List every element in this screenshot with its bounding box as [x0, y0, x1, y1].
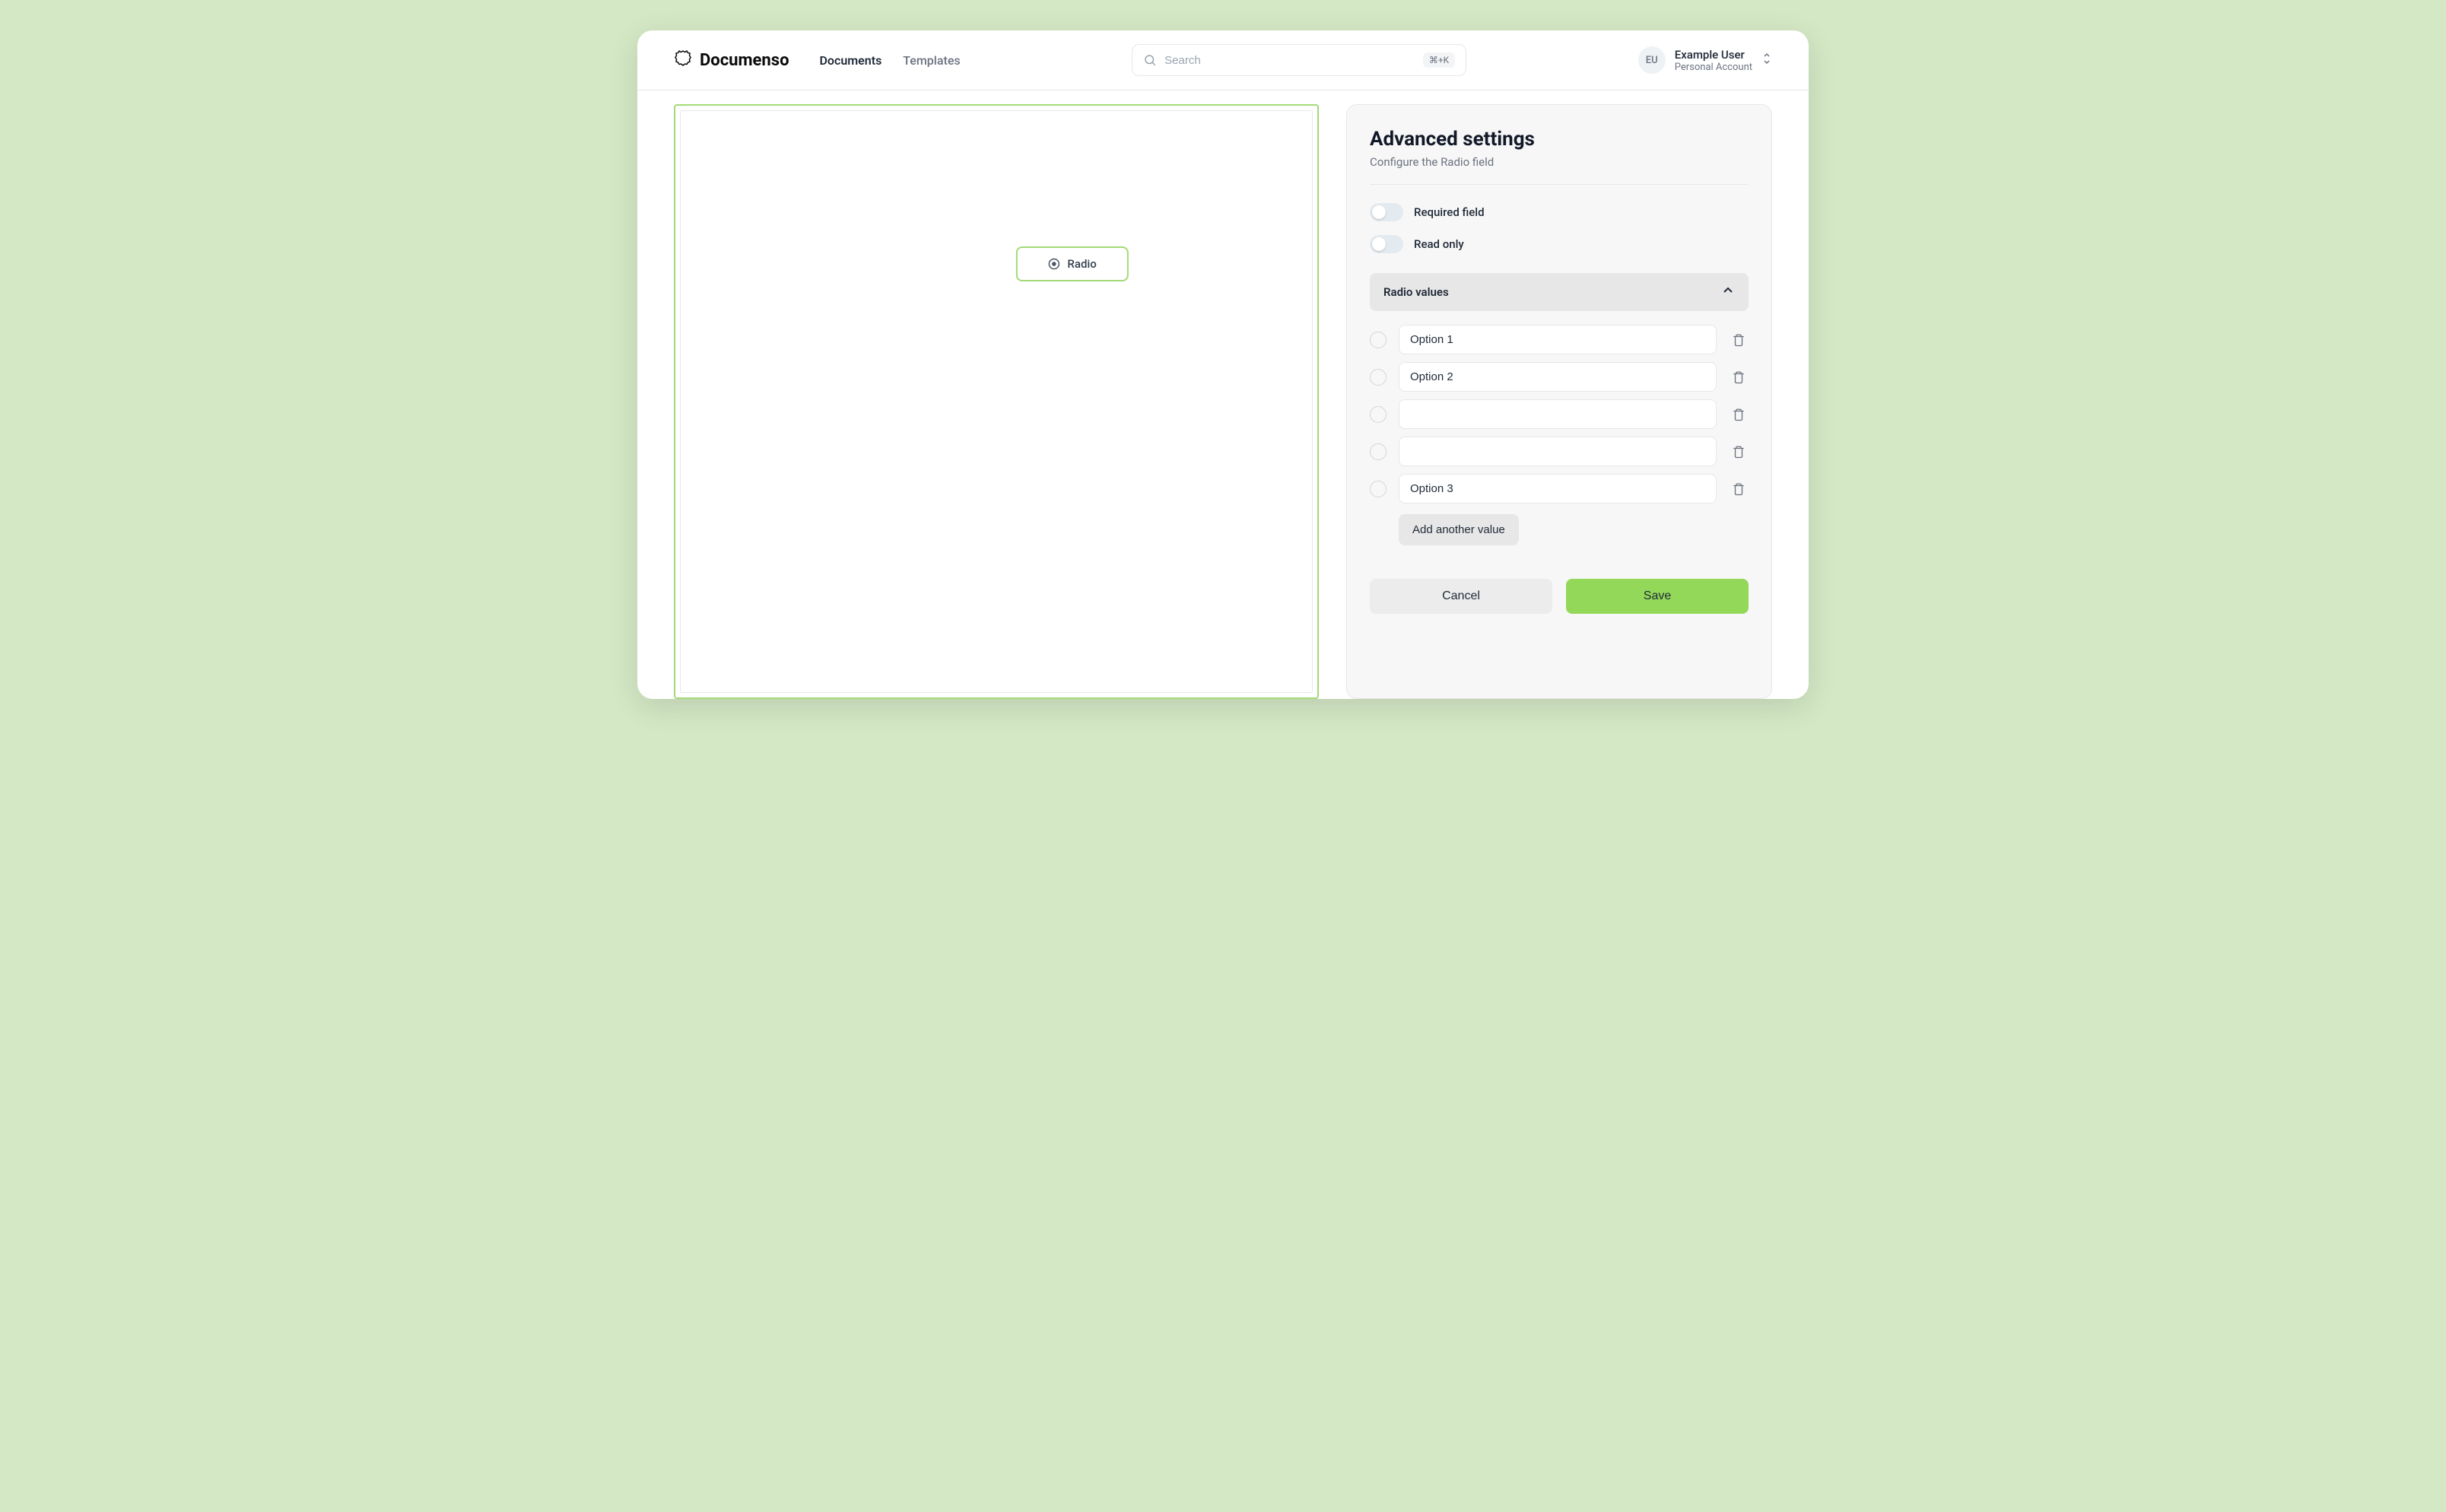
option-value-input[interactable] [1399, 362, 1717, 392]
search-box[interactable]: ⌘+K [1132, 44, 1466, 76]
user-sub: Personal Account [1675, 62, 1752, 73]
search-wrap: ⌘+K [991, 44, 1608, 76]
panel-subtitle: Configure the Radio field [1370, 155, 1749, 169]
nav-templates[interactable]: Templates [903, 53, 960, 68]
radio-option-select[interactable] [1370, 481, 1387, 497]
divider [1370, 184, 1749, 185]
toggle-required[interactable] [1370, 203, 1403, 221]
toggle-readonly-label: Read only [1414, 237, 1464, 251]
logo[interactable]: Documenso [674, 49, 789, 71]
option-value-input[interactable] [1399, 437, 1717, 466]
toggle-required-row: Required field [1370, 203, 1749, 221]
trash-icon[interactable] [1729, 405, 1749, 424]
trash-icon[interactable] [1729, 367, 1749, 387]
radio-option-select[interactable] [1370, 332, 1387, 348]
trash-icon[interactable] [1729, 330, 1749, 350]
user-menu[interactable]: EU Example User Personal Account [1638, 46, 1772, 74]
panel-title: Advanced settings [1370, 128, 1749, 151]
app-window: Documenso Documents Templates ⌘+K EU Exa… [637, 30, 1809, 699]
user-text: Example User Personal Account [1675, 48, 1752, 73]
avatar: EU [1638, 46, 1666, 74]
option-row [1370, 362, 1749, 392]
user-name: Example User [1675, 48, 1752, 62]
nav: Documents Templates [820, 53, 961, 68]
option-value-input[interactable] [1399, 474, 1717, 503]
canvas-page: Radio [680, 110, 1313, 693]
option-list [1370, 325, 1749, 503]
radio-option-select[interactable] [1370, 369, 1387, 386]
radio-icon [1047, 258, 1059, 270]
search-icon [1143, 53, 1157, 67]
save-button[interactable]: Save [1566, 579, 1749, 614]
section-title: Radio values [1383, 285, 1449, 299]
trash-icon[interactable] [1729, 479, 1749, 499]
search-shortcut: ⌘+K [1423, 52, 1455, 68]
option-value-input[interactable] [1399, 325, 1717, 354]
option-row [1370, 474, 1749, 503]
main: Radio Advanced settings Configure the Ra… [637, 91, 1809, 699]
radio-option-select[interactable] [1370, 406, 1387, 423]
option-row [1370, 437, 1749, 466]
document-canvas[interactable]: Radio [674, 104, 1319, 699]
radio-values-header[interactable]: Radio values [1370, 273, 1749, 311]
header: Documenso Documents Templates ⌘+K EU Exa… [637, 30, 1809, 91]
add-value-button[interactable]: Add another value [1399, 514, 1519, 545]
chevron-updown-icon [1761, 52, 1772, 68]
option-row [1370, 399, 1749, 429]
field-radio-chip[interactable]: Radio [1015, 246, 1128, 281]
logo-text: Documenso [700, 51, 789, 70]
trash-icon[interactable] [1729, 442, 1749, 462]
toggle-required-label: Required field [1414, 205, 1485, 219]
option-row [1370, 325, 1749, 354]
toggle-readonly-row: Read only [1370, 235, 1749, 253]
radio-option-select[interactable] [1370, 443, 1387, 460]
logo-icon [674, 49, 692, 71]
toggle-readonly[interactable] [1370, 235, 1403, 253]
chevron-up-icon [1721, 284, 1735, 300]
field-label: Radio [1067, 257, 1096, 271]
panel-footer: Cancel Save [1370, 579, 1749, 614]
nav-documents[interactable]: Documents [820, 53, 882, 68]
cancel-button[interactable]: Cancel [1370, 579, 1552, 614]
search-input[interactable] [1164, 54, 1423, 67]
settings-panel: Advanced settings Configure the Radio fi… [1346, 104, 1772, 699]
option-value-input[interactable] [1399, 399, 1717, 429]
